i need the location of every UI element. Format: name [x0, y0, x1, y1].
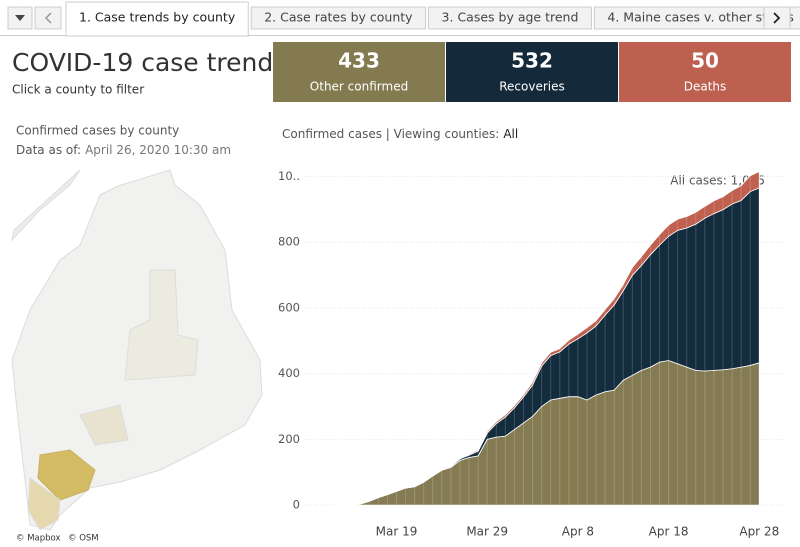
next-button[interactable] [763, 6, 791, 30]
page-subtitle: Click a county to filter [12, 83, 144, 97]
prev-icon [44, 12, 52, 24]
y-tick-label: 400 [278, 366, 300, 380]
filter-value: All [503, 127, 518, 141]
map-credit: © Mapbox [16, 534, 61, 544]
area-band [333, 170, 760, 506]
y-tick-label: 600 [278, 300, 300, 314]
map-land [11, 169, 81, 242]
chart-subtitle-text: Confirmed cases | Viewing counties: [282, 127, 499, 141]
tab-bg [593, 6, 800, 30]
tab-label: 3. Cases by age trend [442, 10, 579, 25]
tab-bg [428, 6, 592, 30]
x-tick-label: Apr 8 [562, 525, 594, 539]
county[interactable] [79, 404, 129, 446]
tab-label: 1. Case trends by county [79, 10, 236, 25]
county-york[interactable] [27, 477, 61, 531]
county-map [11, 169, 263, 531]
kpi-tile [619, 42, 791, 102]
tab[interactable]: 4. Maine cases v. other states [593, 6, 800, 30]
prev-button[interactable] [34, 6, 62, 30]
chart-subtitle: Confirmed cases | Viewing counties: All [282, 127, 518, 141]
kpi-value: 532 [511, 49, 553, 73]
county-cumberland[interactable] [37, 449, 96, 501]
map-title: Confirmed cases by county [16, 124, 179, 138]
asof-date: April 26, 2020 10:30 am [85, 143, 231, 157]
kpi-tile [446, 42, 618, 102]
kpi-label: Other confirmed [310, 80, 408, 94]
menu-icon [15, 15, 25, 21]
tab[interactable]: 1. Case trends by county [65, 1, 249, 37]
x-tick-label: Apr 18 [649, 525, 689, 539]
tab[interactable]: 2. Case rates by county [250, 6, 427, 30]
next-icon [773, 12, 781, 24]
tab-bg [65, 1, 249, 37]
y-tick-label: 200 [278, 432, 300, 446]
y-tick-label: 800 [278, 235, 300, 249]
page-title: COVID-19 case trend [12, 48, 273, 77]
tab-label: 2. Case rates by county [264, 10, 413, 25]
x-tick-label: Mar 19 [376, 525, 418, 539]
x-tick-label: Mar 29 [466, 525, 508, 539]
tab-label: 4. Maine cases v. other states [607, 10, 793, 25]
kpi-label: Deaths [684, 80, 727, 94]
kpi-tile [273, 42, 445, 102]
tab[interactable]: 3. Cases by age trend [428, 6, 592, 30]
y-tick-label: 0 [293, 498, 300, 512]
map-asof: Data as of: April 26, 2020 10:30 am [16, 143, 231, 157]
county[interactable] [124, 269, 199, 381]
annotation: All cases: 1,015 [670, 174, 765, 188]
x-tick-label: Apr 28 [739, 525, 779, 539]
kpi-value: 433 [338, 49, 380, 73]
asof-label: Data as of: [16, 143, 81, 157]
map-credit: © OSM [68, 534, 99, 544]
tab-bg [250, 6, 427, 30]
y-tick-label: 10.. [278, 169, 300, 183]
kpi-label: Recoveries [499, 80, 565, 94]
kpi-value: 50 [691, 49, 719, 73]
